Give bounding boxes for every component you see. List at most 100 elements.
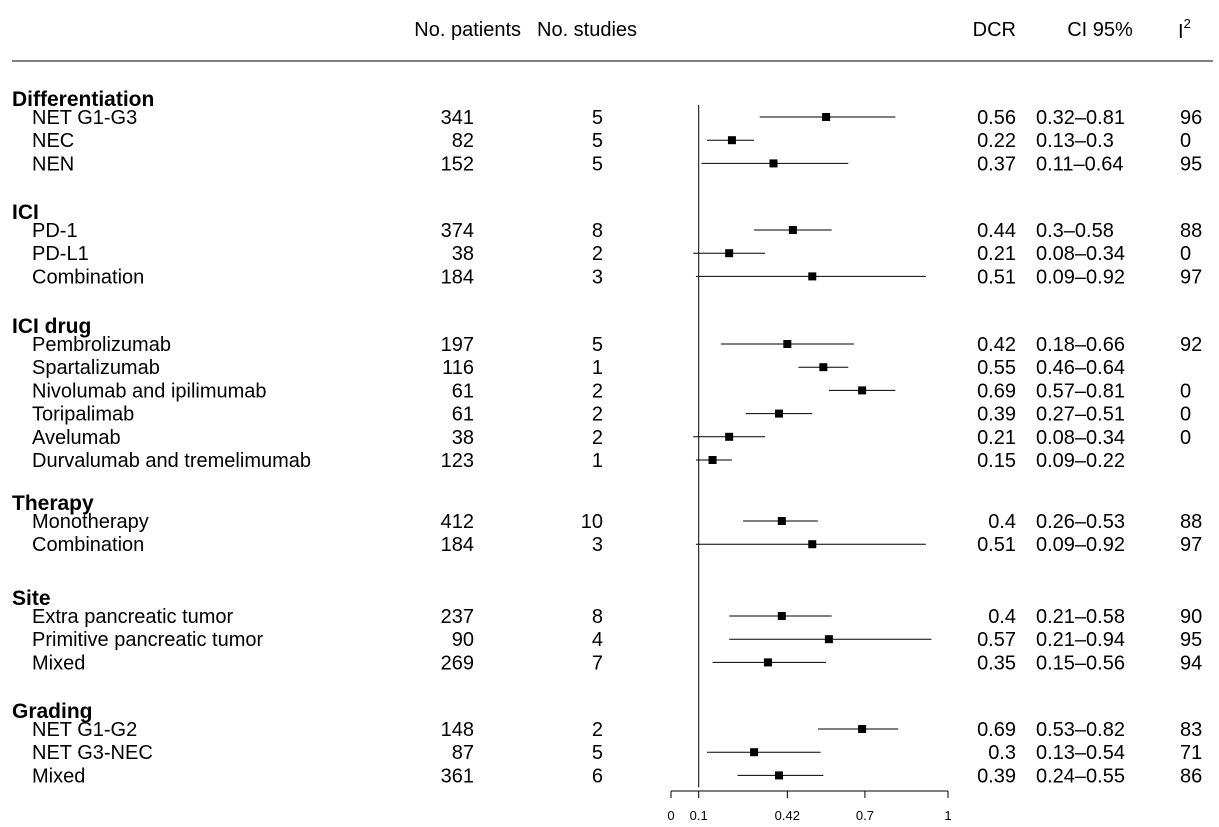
ci-value: 0.27–0.51 [1036, 404, 1125, 426]
dcr-value: 0.39 [977, 765, 1016, 787]
table-row: Mixed 361 6 0.39 0.24–0.55 86 [32, 765, 1202, 787]
group-label: Site [12, 587, 51, 610]
header-i2: I2 [1178, 16, 1191, 43]
patients-value: 123 [441, 450, 474, 472]
patients-value: 61 [452, 404, 474, 426]
x-tick-label: 0 [667, 808, 674, 823]
estimate-marker [858, 386, 867, 395]
patients-value: 184 [441, 266, 474, 288]
i2-value: 0 [1180, 380, 1191, 402]
group-label: ICI [12, 201, 39, 224]
studies-value: 7 [592, 652, 603, 674]
studies-value: 3 [592, 534, 603, 556]
studies-value: 4 [592, 629, 603, 651]
studies-value: 5 [592, 153, 603, 175]
table-row: PD-L1 38 2 0.21 0.08–0.34 0 [32, 243, 1191, 265]
estimate-marker [824, 635, 833, 644]
i2-value: 0 [1180, 130, 1191, 152]
i2-value: 97 [1180, 534, 1202, 556]
header-ci: CI 95% [1067, 19, 1133, 41]
dcr-value: 0.4 [988, 606, 1016, 628]
x-tick-label: 0.7 [856, 808, 874, 823]
estimate-marker [727, 136, 736, 145]
studies-value: 5 [592, 107, 603, 129]
ci-value: 0.21–0.94 [1036, 629, 1125, 651]
table-row: Mixed 269 7 0.35 0.15–0.56 94 [32, 652, 1202, 674]
header-i2-superscript: 2 [1184, 16, 1191, 31]
dcr-value: 0.21 [977, 243, 1016, 265]
studies-value: 1 [592, 450, 603, 472]
dcr-value: 0.69 [977, 719, 1016, 741]
patients-value: 269 [441, 652, 474, 674]
patients-value: 374 [441, 220, 474, 242]
i2-value: 86 [1180, 765, 1202, 787]
dcr-value: 0.21 [977, 427, 1016, 449]
row-label: Extra pancreatic tumor [32, 606, 234, 628]
table-row: NEN 152 5 0.37 0.11–0.64 95 [32, 153, 1202, 175]
patients-value: 90 [452, 629, 474, 651]
dcr-value: 0.37 [977, 153, 1016, 175]
dcr-value: 0.3 [988, 742, 1016, 764]
dcr-value: 0.55 [977, 357, 1016, 379]
studies-value: 2 [592, 427, 603, 449]
i2-value: 0 [1180, 243, 1191, 265]
row-label: Spartalizumab [32, 357, 160, 379]
estimate-marker [858, 725, 867, 733]
patients-value: 237 [441, 606, 474, 628]
header-patients: No. patients [414, 19, 521, 41]
row-label: Combination [32, 266, 144, 288]
studies-value: 1 [592, 357, 603, 379]
studies-value: 10 [581, 511, 603, 533]
dcr-value: 0.51 [977, 534, 1016, 556]
patients-value: 61 [452, 380, 474, 402]
table-row: Primitive pancreatic tumor 90 4 0.57 0.21–0.… [32, 629, 1202, 651]
i2-value: 83 [1180, 719, 1202, 741]
i2-value: 71 [1180, 742, 1202, 764]
row-label: Avelumab [32, 427, 121, 449]
table-row: Nivolumab and ipilimumab 61 2 0.69 0.57–0.81… [32, 380, 1191, 402]
row-label: NET G3-NEC [32, 742, 153, 764]
table-row: Combination 184 3 0.51 0.09–0.92 97 [32, 266, 1202, 288]
dcr-value: 0.39 [977, 404, 1016, 426]
studies-value: 2 [592, 380, 603, 402]
i2-value: 0 [1180, 404, 1191, 426]
i2-value: 95 [1180, 153, 1202, 175]
table-row: Monotherapy 412 10 0.4 0.26–0.53 88 [32, 511, 1202, 533]
row-label: PD-L1 [32, 243, 89, 265]
table-row: NET G1-G2 148 2 0.69 0.53–0.82 83 [32, 719, 1202, 741]
i2-value: 88 [1180, 511, 1202, 533]
row-label: NET G1-G3 [32, 107, 137, 129]
ci-value: 0.57–0.81 [1036, 380, 1125, 402]
row-label: Combination [32, 534, 144, 556]
patients-value: 148 [441, 719, 474, 741]
table-row: NEC 82 5 0.22 0.13–0.3 0 [32, 130, 1191, 152]
studies-value: 3 [592, 266, 603, 288]
ci-value: 0.24–0.55 [1036, 765, 1125, 787]
ci-value: 0.18–0.66 [1036, 334, 1125, 356]
dcr-value: 0.35 [977, 652, 1016, 674]
i2-value: 97 [1180, 266, 1202, 288]
estimate-marker [819, 363, 828, 372]
x-tick-label: 0.42 [775, 808, 800, 823]
ci-value: 0.11–0.64 [1036, 153, 1124, 175]
studies-value: 5 [592, 130, 603, 152]
studies-value: 2 [592, 404, 603, 426]
estimate-marker [777, 517, 786, 525]
group-label: Differentiation [12, 88, 154, 111]
ci-value: 0.08–0.34 [1036, 243, 1125, 265]
patients-value: 38 [452, 243, 474, 265]
table-row: Avelumab 38 2 0.21 0.08–0.34 0 [32, 427, 1191, 449]
estimate-marker [822, 113, 831, 121]
x-tick-label: 1 [944, 808, 951, 823]
ci-value: 0.09–0.92 [1036, 266, 1125, 288]
ci-value: 0.13–0.54 [1036, 742, 1125, 764]
group-label: Therapy [12, 492, 94, 515]
dcr-value: 0.69 [977, 380, 1016, 402]
